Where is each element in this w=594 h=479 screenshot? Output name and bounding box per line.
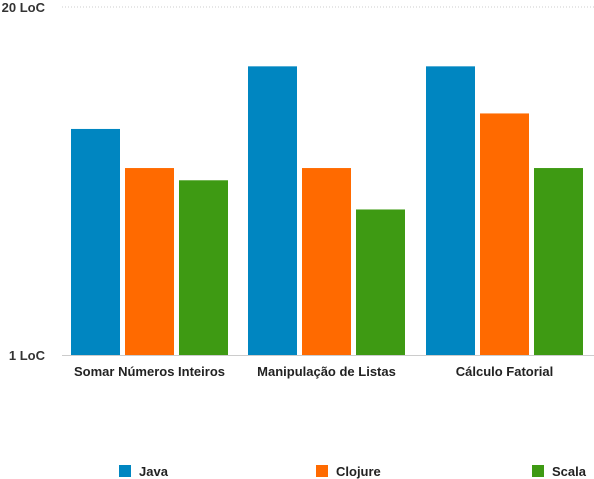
bars [71,66,583,356]
legend-item-scala[interactable]: Scala [532,464,587,479]
legend-label: Scala [552,464,587,479]
legend-item-clojure[interactable]: Clojure [316,464,381,479]
legend-swatch [119,465,131,477]
x-axis-categories: Somar Números Inteiros Manipulação de Lis… [74,364,553,379]
bar-clojure-1[interactable] [302,168,351,355]
legend-label: Java [139,464,169,479]
grid-lines [62,6,594,356]
bar-scala-2[interactable] [534,168,583,355]
bar-clojure-2[interactable] [480,113,529,355]
x-category-label: Cálculo Fatorial [456,364,554,379]
legend-label: Clojure [336,464,381,479]
legend[interactable]: Java Clojure Scala [119,464,587,479]
x-category-label: Somar Números Inteiros [74,364,225,379]
y-tick-label: 1 LoC [9,348,46,363]
legend-swatch [316,465,328,477]
y-axis-ticks: 1 LoC 20 LoC [2,0,46,363]
bar-scala-0[interactable] [179,180,228,355]
y-tick-label: 20 LoC [2,0,46,15]
legend-swatch [532,465,544,477]
bar-clojure-0[interactable] [125,168,174,355]
bar-java-0[interactable] [71,128,120,355]
legend-item-java[interactable]: Java [119,464,169,479]
x-category-label: Manipulação de Listas [257,364,396,379]
bar-java-1[interactable] [248,66,297,356]
bar-scala-1[interactable] [356,209,405,355]
bar-java-2[interactable] [426,66,475,356]
